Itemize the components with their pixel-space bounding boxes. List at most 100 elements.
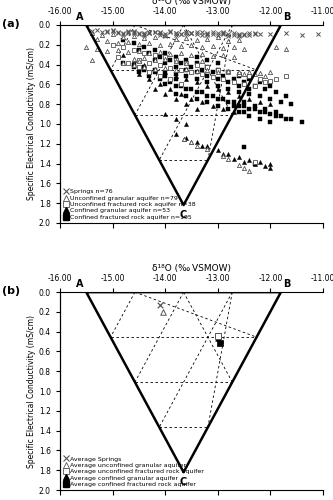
Point	[183, 30, 189, 38]
Point	[183, 28, 189, 36]
Point	[299, 118, 305, 126]
Point	[252, 105, 257, 113]
Point	[231, 102, 236, 110]
Point	[236, 108, 241, 116]
Point	[194, 52, 199, 60]
Point	[163, 31, 168, 39]
Point	[231, 52, 236, 60]
Point	[231, 29, 236, 37]
Point	[268, 110, 273, 118]
Point	[204, 98, 210, 106]
Point	[247, 90, 252, 98]
Point	[110, 41, 115, 49]
Point	[183, 56, 189, 64]
Point	[147, 76, 152, 84]
Point	[142, 31, 147, 39]
Point	[241, 164, 247, 172]
Point	[215, 76, 220, 84]
Point	[152, 66, 157, 74]
Point	[226, 78, 231, 86]
Point	[152, 50, 157, 58]
Point	[89, 29, 94, 37]
Point	[215, 33, 220, 41]
Point	[115, 28, 121, 36]
Point	[157, 28, 163, 36]
Point	[283, 44, 289, 52]
Point	[241, 44, 247, 52]
Point	[215, 86, 220, 94]
Point	[252, 29, 257, 37]
Point	[94, 44, 100, 52]
Point	[220, 152, 226, 160]
Point	[183, 100, 189, 108]
Point	[136, 29, 142, 37]
Point	[173, 90, 178, 98]
Point	[121, 36, 126, 44]
Point	[231, 154, 236, 162]
Point	[131, 27, 136, 35]
Point	[163, 72, 168, 80]
Point	[136, 62, 142, 70]
Point	[226, 68, 231, 76]
Point	[194, 138, 199, 145]
Point	[126, 38, 131, 46]
Point	[183, 86, 189, 94]
Point	[236, 92, 241, 100]
Point	[121, 30, 126, 38]
Point	[215, 66, 220, 74]
Point	[178, 80, 183, 88]
Point	[163, 30, 168, 38]
Point	[252, 70, 257, 78]
Point	[131, 32, 136, 40]
Point	[273, 76, 278, 84]
Point	[236, 30, 241, 38]
Point	[204, 82, 210, 90]
Point	[183, 92, 189, 100]
Point	[131, 39, 136, 47]
Point	[168, 27, 173, 35]
Point	[236, 88, 241, 96]
Point	[262, 86, 268, 94]
Point	[189, 29, 194, 37]
Point	[147, 72, 152, 80]
Point	[89, 56, 94, 64]
Point	[231, 43, 236, 51]
Point	[160, 308, 165, 316]
Point	[210, 74, 215, 82]
Point	[189, 138, 194, 145]
Point	[204, 66, 210, 74]
Point	[178, 82, 183, 90]
Point	[157, 60, 163, 68]
Point	[215, 332, 220, 340]
Point	[226, 37, 231, 45]
Point	[152, 56, 157, 64]
Point	[199, 31, 205, 39]
Point	[183, 134, 189, 142]
Point	[247, 112, 252, 120]
Point	[189, 50, 194, 58]
Point	[194, 78, 199, 86]
Point	[121, 33, 126, 41]
Point	[194, 58, 199, 66]
Point	[215, 102, 220, 110]
Point	[262, 108, 268, 116]
Point	[220, 50, 226, 58]
Point	[241, 78, 247, 86]
Point	[163, 58, 168, 66]
Point	[152, 33, 157, 41]
Point	[215, 29, 220, 37]
Point	[173, 82, 178, 90]
Point	[210, 30, 215, 38]
Point	[236, 152, 241, 160]
Point	[142, 43, 147, 51]
Point	[115, 52, 121, 60]
Point	[247, 72, 252, 80]
Point	[189, 95, 194, 103]
Point	[257, 158, 262, 166]
Point	[173, 62, 178, 70]
Point	[257, 70, 262, 78]
Point	[189, 68, 194, 76]
Point	[178, 48, 183, 56]
Point	[231, 78, 236, 86]
Point	[315, 30, 320, 38]
